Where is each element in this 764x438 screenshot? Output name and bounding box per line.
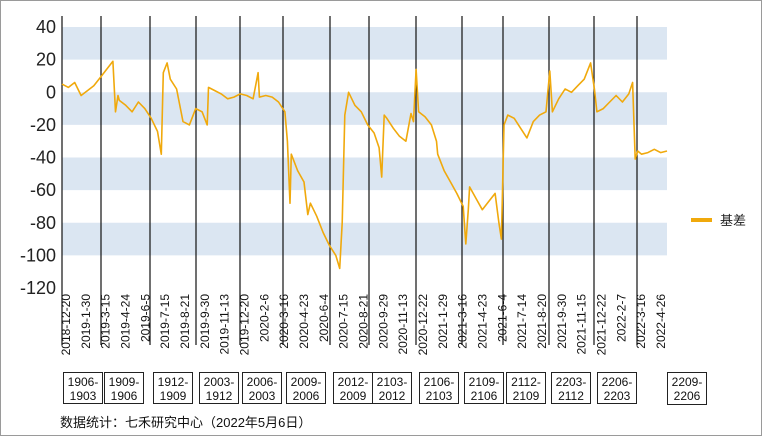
y-tick-label: -120 xyxy=(20,278,56,298)
contract-box: 1906- 1903 xyxy=(63,372,103,404)
contract-box-line2: 1909 xyxy=(159,389,187,403)
contract-box-line1: 2103- xyxy=(376,375,408,389)
x-tick-label: 2021-3-16 xyxy=(456,294,470,349)
contract-box-line2: 2003 xyxy=(248,389,276,403)
x-axis: 2018-12-20 2019-1-30 2019-3-15 2019-4-24 201… xyxy=(59,294,668,356)
y-tick-label: 40 xyxy=(36,17,56,37)
contract-box: 1909- 1906 xyxy=(104,372,144,404)
contract-box: 2006- 2003 xyxy=(242,372,282,404)
grid-band xyxy=(62,222,667,256)
contract-box-line1: 2112- xyxy=(511,375,541,389)
contract-box: 2112- 2109 xyxy=(506,372,546,404)
contract-box-line1: 2206- xyxy=(601,375,633,389)
contract-box-line1: 1909- xyxy=(108,375,140,389)
contract-box: 2109- 2106 xyxy=(464,372,504,404)
x-tick-label: 2019-4-24 xyxy=(119,294,133,349)
x-tick-label: 2020-6-4 xyxy=(317,294,331,342)
x-tick-label: 2019-9-30 xyxy=(198,294,212,349)
x-tick-label: 2022-3-16 xyxy=(634,294,648,349)
contract-box: 2103- 2012 xyxy=(372,372,412,404)
contract-box-line2: 1903 xyxy=(69,389,97,403)
y-tick-label: -80 xyxy=(30,213,56,233)
x-tick-label: 2018-12-20 xyxy=(59,294,73,356)
contract-box: 2203- 2112 xyxy=(551,372,591,404)
x-tick-label: 2019-12-20 xyxy=(238,294,252,356)
y-tick-label: -60 xyxy=(30,180,56,200)
contract-box-line1: 2012- xyxy=(337,375,369,389)
contract-box: 2106- 2103 xyxy=(419,372,459,404)
contract-box-line2: 1912 xyxy=(205,389,233,403)
x-tick-label: 2020-3-16 xyxy=(277,294,291,349)
contract-box-line2: 2006 xyxy=(292,389,320,403)
y-tick-label: -40 xyxy=(30,148,56,168)
contract-box-line2: 1906 xyxy=(110,389,138,403)
x-tick-label: 2019-6-5 xyxy=(138,294,152,342)
contract-box: 2009- 2006 xyxy=(286,372,326,404)
contract-box-line1: 1912- xyxy=(157,375,189,389)
contract-box: 2003- 1912 xyxy=(199,372,239,404)
contract-box-line1: 2106- xyxy=(423,375,455,389)
contract-box-line1: 2203- xyxy=(555,375,587,389)
contract-box: 2209- 2206 xyxy=(667,372,707,405)
contract-box-line2: 2103 xyxy=(425,389,453,403)
x-tick-label: 2019-11-13 xyxy=(218,294,232,355)
grid-bands xyxy=(62,27,667,256)
x-tick-label: 2020-11-13 xyxy=(396,294,410,355)
y-tick-label: 20 xyxy=(36,50,56,70)
x-tick-label: 2020-8-21 xyxy=(357,294,371,349)
grid-band xyxy=(62,27,667,60)
x-tick-label: 2022-2-7 xyxy=(614,294,628,342)
data-source-note: 数据统计：七禾研究中心（2022年5月6日） xyxy=(60,415,312,430)
series-line-basis xyxy=(61,60,668,270)
contract-box: 2206- 2203 xyxy=(597,372,637,404)
contract-box-line1: 2006- xyxy=(246,375,278,389)
x-tick-label: 2021-7-14 xyxy=(515,294,529,349)
contract-box-line2: 2112 xyxy=(558,389,584,403)
x-tick-label: 2021-6-4 xyxy=(495,294,509,342)
contract-box-line2: 2009 xyxy=(339,389,367,403)
contract-box-line1: 2003- xyxy=(203,375,235,389)
x-tick-label: 2019-7-15 xyxy=(158,294,172,349)
x-tick-label: 2019-8-21 xyxy=(178,294,192,349)
contract-box-line2: 2206 xyxy=(673,389,701,403)
y-tick-label: 0 xyxy=(46,82,56,102)
x-tick-label: 2020-2-6 xyxy=(257,294,271,342)
x-tick-label: 2019-1-30 xyxy=(79,294,93,349)
contract-box-line2: 2203 xyxy=(603,389,631,403)
contract-box: 1912- 1909 xyxy=(153,372,193,404)
x-tick-label: 2022-4-26 xyxy=(654,294,668,349)
grid-band xyxy=(62,157,667,191)
contract-box-line2: 2109 xyxy=(512,389,540,403)
contract-dividers xyxy=(61,16,638,345)
x-tick-label: 2020-12-22 xyxy=(416,294,430,356)
y-tick-label: -100 xyxy=(20,245,56,265)
contract-box-line2: 2012 xyxy=(378,389,406,403)
contract-box-line1: 2009- xyxy=(290,375,322,389)
contract-box-line1: 1906- xyxy=(67,375,99,389)
x-tick-label: 2021-8-20 xyxy=(535,294,549,349)
x-tick-label: 2021-4-23 xyxy=(476,294,490,349)
x-tick-label: 2021-9-30 xyxy=(555,294,569,349)
legend-label: 基差 xyxy=(720,213,746,228)
x-tick-label: 2019-3-15 xyxy=(99,294,113,349)
contract-box-line1: 2209- xyxy=(671,375,703,389)
x-tick-label: 2020-4-23 xyxy=(297,294,311,349)
contract-box: 2012- 2009 xyxy=(333,372,373,404)
x-tick-label: 2021-11-15 xyxy=(575,294,589,355)
x-tick-label: 2021-1-29 xyxy=(436,294,450,349)
x-tick-label: 2020-7-15 xyxy=(337,294,351,349)
contract-box-line2: 2106 xyxy=(470,389,498,403)
contract-box-line1: 2109- xyxy=(468,375,500,389)
x-tick-label: 2021-12-22 xyxy=(595,294,609,356)
y-tick-label: -20 xyxy=(30,115,56,135)
y-axis: 40 20 0 -20 -40 -60 -80 -100 -120 xyxy=(20,17,56,298)
x-tick-label: 2020-9-29 xyxy=(376,294,390,349)
